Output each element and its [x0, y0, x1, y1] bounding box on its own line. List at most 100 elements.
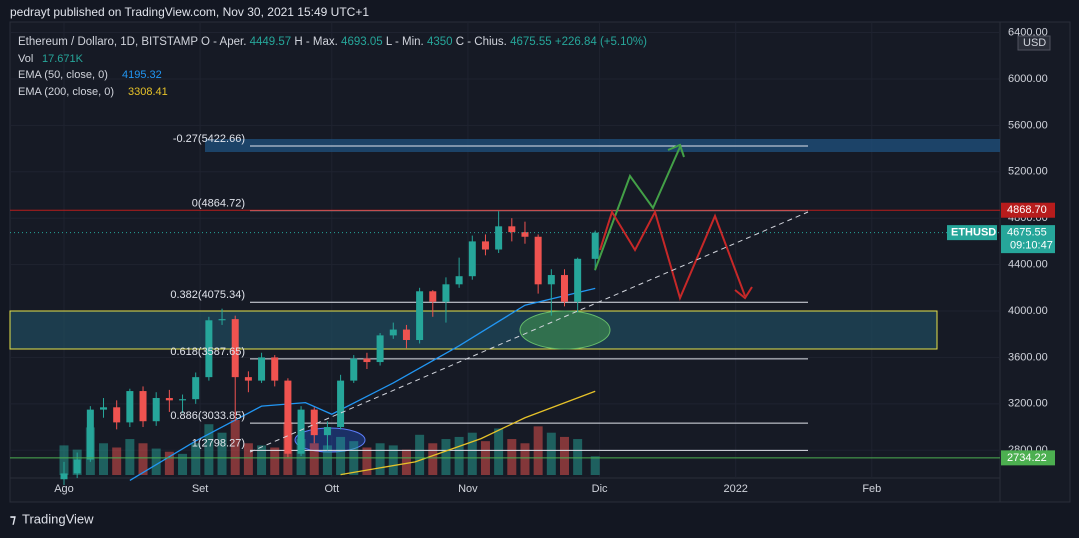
price-tag-bg	[1001, 450, 1055, 466]
candle-body	[205, 320, 213, 378]
candle-body	[389, 329, 397, 336]
volume-bar	[494, 428, 504, 475]
volume-bar	[388, 445, 398, 475]
candle-body	[113, 407, 121, 423]
x-tick-label: Set	[192, 483, 209, 495]
ema-line	[340, 390, 596, 476]
volume-bar	[590, 456, 600, 475]
candle-body	[560, 275, 568, 302]
candle-body	[591, 232, 599, 259]
candle-body	[337, 380, 345, 428]
legend-vol-value: 17.671K	[42, 53, 84, 65]
volume-bar	[138, 443, 148, 475]
fib-label: 0.618(3587.65)	[170, 346, 245, 358]
candle-body	[508, 226, 516, 233]
symbol-tag: ETHUSD	[951, 227, 996, 239]
legend-ema-value: 3308.41	[128, 86, 168, 98]
volume-bar	[99, 443, 109, 475]
candle-body	[60, 473, 68, 480]
legend-item: 4449.57	[250, 36, 292, 48]
candle-body	[350, 358, 358, 381]
volume-bar	[59, 445, 69, 475]
fib-label: 0(4864.72)	[192, 198, 245, 210]
volume-bar	[454, 436, 464, 475]
arrowhead	[667, 143, 685, 158]
red-path	[599, 209, 746, 301]
candle-body	[100, 407, 108, 410]
volume-bar	[415, 434, 425, 475]
volume-bar	[546, 432, 556, 475]
y-tick-label: 6400.00	[1008, 26, 1048, 38]
legend-ema: EMA (50, close, 0)	[18, 69, 108, 81]
candle-body	[376, 335, 384, 363]
arrowhead	[734, 286, 753, 300]
candle-body	[73, 459, 81, 474]
volume-bar	[296, 439, 306, 475]
volume-bar	[243, 443, 253, 475]
candle-body	[139, 391, 147, 422]
candle-body	[165, 398, 173, 401]
candle-body	[310, 409, 318, 436]
symbol-tag-bg	[947, 225, 997, 241]
price-tag-bg	[1001, 225, 1055, 254]
volume-bar	[151, 448, 161, 475]
candle-body	[284, 380, 292, 454]
volume-bar	[270, 447, 280, 475]
candle-body	[547, 275, 555, 285]
volume-bar	[520, 443, 530, 475]
currency: USD	[1023, 37, 1046, 49]
volume-bar	[178, 453, 188, 475]
x-tick-label: Ott	[324, 483, 339, 495]
brand: TradingView	[22, 511, 94, 526]
volume-bar	[322, 445, 332, 475]
candle-body	[218, 319, 226, 321]
fib-label: -0.27(5422.66)	[173, 133, 245, 145]
x-tick-label: Dic	[592, 483, 608, 495]
legend-item: L - Min.	[386, 36, 424, 48]
legend-vol: Vol	[18, 53, 33, 65]
fib-label: 1(2798.27)	[192, 437, 245, 449]
y-tick-label: 3200.00	[1008, 398, 1048, 410]
candle-body	[416, 291, 424, 341]
trend-line	[249, 211, 809, 453]
volume-bar	[362, 447, 372, 475]
candle-body	[86, 409, 94, 460]
legend-item: 4693.05	[341, 36, 383, 48]
candle-body	[521, 232, 529, 237]
volume-bar	[428, 443, 438, 475]
volume-bar	[230, 420, 240, 475]
legend-item: H - Max.	[294, 36, 337, 48]
y-tick-label: 4000.00	[1008, 305, 1048, 317]
candle-body	[481, 241, 489, 250]
fib-label: 0.886(3033.85)	[170, 410, 245, 422]
candle-body	[402, 329, 410, 341]
data-layer	[9, 22, 1000, 486]
highlight	[519, 310, 611, 350]
volume-bar	[507, 439, 517, 475]
volume-bar	[441, 439, 451, 475]
candle-body	[244, 377, 252, 381]
y-tick-label: 3600.00	[1008, 351, 1048, 363]
currency-box	[1017, 35, 1051, 51]
y-tick-label: 5200.00	[1008, 166, 1048, 178]
price-tag-time: 09:10:47	[1010, 240, 1053, 252]
candle-body	[231, 319, 239, 378]
support-zone	[9, 310, 938, 350]
volume-bar	[257, 445, 267, 475]
volume-bar	[125, 439, 135, 475]
green-path	[594, 146, 681, 271]
price-tag: 2734.22	[1007, 452, 1047, 464]
legend-line: Ethereum / Dollaro, 1D, BITSTAMP O - Ape…	[18, 36, 647, 48]
candle-body	[323, 427, 331, 436]
x-tick-label: Ago	[54, 483, 74, 495]
candle-body	[442, 284, 450, 302]
candle-body	[179, 399, 187, 401]
candle-body	[152, 398, 160, 422]
legend-item: +226.84 (+5.10%)	[555, 36, 647, 48]
legend-item: Ethereum / Dollaro, 1D, BITSTAMP	[18, 36, 198, 48]
candle-body	[468, 241, 476, 277]
candle-body	[271, 357, 279, 381]
price-tag: 4868.70	[1007, 204, 1047, 216]
candle-body	[126, 391, 134, 423]
